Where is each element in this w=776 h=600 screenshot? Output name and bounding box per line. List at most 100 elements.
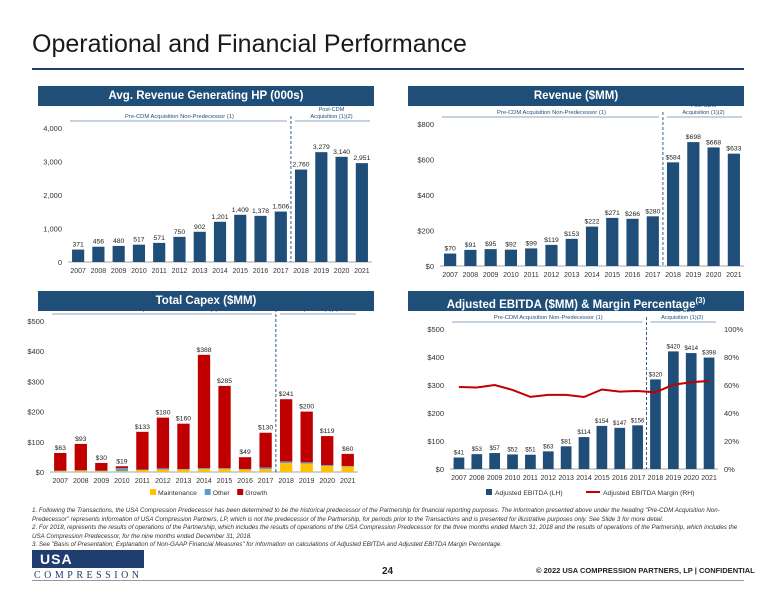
capex-data-label: $30 bbox=[96, 455, 108, 462]
hp-data-label: 1,378 bbox=[252, 208, 269, 215]
capex-ytick-label: $0 bbox=[36, 468, 44, 477]
ebitda-data-label: $114 bbox=[577, 429, 591, 436]
hp-post-label-2: Acquisition (1)(2) bbox=[310, 114, 352, 120]
revenue-xtick-label: 2010 bbox=[503, 272, 519, 279]
capex-bar-maintenance bbox=[218, 468, 231, 472]
ebitda-xtick-label: 2016 bbox=[612, 475, 628, 482]
capex-xtick-label: 2015 bbox=[217, 478, 233, 485]
revenue-post-label: Post-CDM bbox=[691, 103, 717, 109]
ebitda-ytick-label: $200 bbox=[427, 409, 444, 418]
revenue-chart-title: Revenue ($MM) bbox=[408, 86, 744, 106]
hp-bar bbox=[254, 215, 267, 262]
ebitda-xtick-label: 2019 bbox=[666, 475, 682, 482]
hp-data-label: 3,140 bbox=[333, 149, 350, 156]
hp-bar bbox=[355, 163, 368, 262]
hp-data-label: 371 bbox=[72, 242, 84, 249]
ebitda-bar bbox=[650, 379, 661, 469]
hp-xtick-label: 2017 bbox=[273, 268, 289, 275]
ebitda-post-label-2: Acquisition (1)(2) bbox=[661, 315, 703, 321]
hp-ytick-label: 1,000 bbox=[43, 225, 62, 234]
revenue-data-label: $99 bbox=[526, 240, 538, 247]
ebitda-xtick-label: 2008 bbox=[469, 475, 485, 482]
hp-xtick-label: 2007 bbox=[70, 268, 86, 275]
hp-data-label: 2,760 bbox=[293, 162, 310, 169]
hp-xtick-label: 2018 bbox=[293, 268, 309, 275]
ebitda-bar bbox=[453, 457, 465, 469]
hp-data-label: 1,409 bbox=[232, 207, 249, 214]
capex-bar-other bbox=[115, 468, 129, 472]
hp-bar bbox=[213, 221, 227, 262]
capex-bar-maintenance bbox=[136, 470, 149, 472]
capex-xtick-label: 2008 bbox=[73, 478, 89, 485]
revenue-bar bbox=[484, 249, 497, 266]
ebitda-y2tick-label: 80% bbox=[724, 353, 739, 362]
ebitda-post-label: Post-CDM bbox=[669, 308, 695, 314]
hp-bar bbox=[92, 246, 105, 262]
footnote-1: 1. Following the Transactions, the USA C… bbox=[32, 507, 720, 523]
capex-bar-maintenance bbox=[156, 469, 170, 472]
revenue-xtick-label: 2021 bbox=[726, 272, 742, 279]
hp-xtick-label: 2019 bbox=[314, 268, 330, 275]
usa-compression-logo: USA COMPRESSION bbox=[32, 550, 144, 584]
revenue-xtick-label: 2018 bbox=[665, 272, 681, 279]
revenue-data-label: $584 bbox=[666, 154, 681, 161]
capex-data-label: $19 bbox=[116, 458, 128, 465]
revenue-bar bbox=[626, 218, 639, 266]
capex-xtick-label: 2018 bbox=[278, 478, 294, 485]
ebitda-bar bbox=[596, 425, 608, 469]
ebitda-bar bbox=[560, 446, 572, 469]
hp-ytick-label: 0 bbox=[58, 258, 62, 267]
ebitda-ytick-label: $300 bbox=[427, 381, 444, 390]
hp-bar bbox=[335, 156, 348, 262]
hp-xtick-label: 2014 bbox=[212, 268, 228, 275]
hp-data-label: 3,279 bbox=[313, 144, 330, 151]
capex-legend-swatch bbox=[150, 489, 156, 495]
hp-data-label: 1,201 bbox=[211, 214, 228, 221]
ebitda-data-label: $41 bbox=[454, 450, 465, 457]
capex-post-label-2: Acquisition (1)(2) bbox=[296, 307, 338, 313]
ebitda-data-label: $420 bbox=[666, 343, 680, 350]
capex-bar-growth bbox=[54, 452, 67, 471]
ebitda-xtick-label: 2009 bbox=[487, 475, 503, 482]
ebitda-data-label: $154 bbox=[595, 418, 609, 425]
revenue-data-label: $266 bbox=[625, 211, 640, 218]
capex-pre-label: Pre-CDM Acquisition Non-Predecessor (1) bbox=[108, 307, 217, 313]
ebitda-y2tick-label: 40% bbox=[724, 409, 739, 418]
ebitda-legend-label-line: Adjusted EBITDA Margin (RH) bbox=[603, 490, 694, 497]
hp-xtick-label: 2010 bbox=[131, 268, 147, 275]
capex-data-label: $119 bbox=[320, 428, 335, 435]
ebitda-ytick-label: $400 bbox=[427, 353, 444, 362]
revenue-xtick-label: 2008 bbox=[463, 272, 479, 279]
hp-data-label: 2,951 bbox=[353, 155, 370, 162]
capex-data-label: $60 bbox=[342, 446, 354, 453]
hp-bar bbox=[234, 214, 247, 262]
capex-data-label: $133 bbox=[135, 424, 150, 431]
capex-bar-maintenance bbox=[300, 463, 313, 472]
capex-bar-growth bbox=[341, 453, 354, 466]
footer-rule bbox=[32, 580, 744, 581]
capex-bar-growth bbox=[177, 423, 190, 469]
capex-bar-other bbox=[238, 468, 252, 470]
capex-bar-growth bbox=[136, 431, 149, 470]
capex-bar-growth bbox=[74, 443, 87, 471]
revenue-bar bbox=[646, 216, 659, 266]
capex-bar-growth bbox=[115, 466, 129, 469]
capex-bar-other bbox=[218, 468, 231, 469]
ebitda-data-label: $398 bbox=[702, 350, 716, 357]
hp-bar bbox=[153, 242, 166, 262]
capex-bar-other bbox=[341, 465, 354, 467]
ebitda-chart-title-sup: (3) bbox=[695, 296, 706, 305]
capex-xtick-label: 2021 bbox=[340, 478, 356, 485]
ebitda-bar bbox=[489, 453, 501, 469]
ebitda-bar bbox=[614, 427, 626, 469]
capex-bar-maintenance bbox=[259, 468, 272, 472]
page-number: 24 bbox=[382, 566, 394, 577]
hp-ytick-label: 2,000 bbox=[43, 191, 62, 200]
hp-data-label: 517 bbox=[133, 237, 145, 244]
revenue-post-label-2: Acquisition (1)(2) bbox=[682, 110, 724, 116]
capex-xtick-label: 2010 bbox=[114, 478, 130, 485]
hp-data-label: 456 bbox=[93, 239, 105, 246]
ebitda-ytick-label: $0 bbox=[436, 465, 444, 474]
